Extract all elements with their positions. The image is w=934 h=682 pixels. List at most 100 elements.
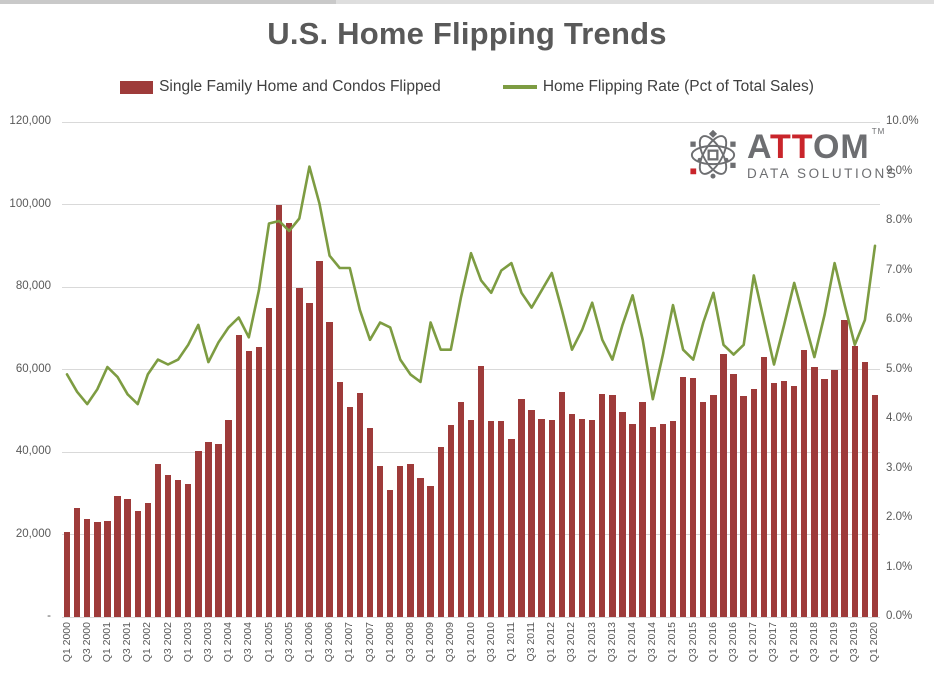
- x-axis-tick: Q3 2019: [848, 622, 861, 663]
- bar-q3-2014: [649, 426, 656, 617]
- bar-q2-2016: [720, 353, 727, 617]
- bar-q4-2012: [578, 418, 586, 617]
- right-axis-tick: 9.0%: [886, 164, 913, 177]
- x-axis-tick: Q1 2019: [828, 622, 841, 663]
- bar-q2-2017: [760, 357, 768, 617]
- bar-q2-2013: [599, 393, 606, 617]
- x-axis-tick: Q1 2016: [706, 622, 719, 663]
- legend-item-rate: Home Flipping Rate (Pct of Total Sales): [502, 78, 814, 96]
- x-axis-tick: Q3 2013: [605, 622, 618, 663]
- bar-q4-2002: [174, 480, 182, 617]
- bar-q3-2018: [811, 367, 818, 617]
- bar-q2-2009: [437, 447, 444, 617]
- right-axis-tick: 7.0%: [886, 263, 913, 276]
- bar-q1-2004: [225, 420, 232, 617]
- x-axis-tick: Q3 2010: [484, 622, 497, 663]
- bar-q1-2002: [144, 503, 152, 617]
- home-flipping-rate-line: [65, 165, 877, 406]
- line-series: [65, 165, 877, 406]
- bar-q4-2007: [376, 466, 384, 617]
- bar-q3-2017: [770, 382, 778, 617]
- bar-q3-2010: [487, 420, 495, 617]
- left-axis-tick: 20,000: [15, 527, 51, 540]
- bar-q1-2018: [790, 385, 798, 617]
- bar-q1-2009: [427, 485, 434, 617]
- line-series-swatch: [502, 85, 537, 89]
- bar-q3-2004: [245, 351, 253, 617]
- gridline: [62, 616, 880, 618]
- bar-q4-2009: [457, 401, 465, 617]
- x-axis-tick: Q3 2003: [201, 622, 214, 663]
- bar-q3-2008: [407, 464, 414, 617]
- bar-q2-2001: [114, 496, 121, 617]
- x-axis-tick: Q3 2016: [727, 622, 740, 663]
- bar-q1-2001: [104, 520, 111, 617]
- plot-area: [62, 121, 880, 618]
- left-axis-tick: 40,000: [15, 445, 51, 457]
- attom-atom-icon: [690, 130, 736, 179]
- right-axis-tick: 2.0%: [886, 511, 913, 523]
- bar-q1-2006: [306, 303, 313, 617]
- bar-q3-2003: [205, 441, 212, 617]
- bar-q1-2015: [669, 421, 677, 617]
- bar-q3-2016: [730, 373, 737, 617]
- trademark-symbol: TM: [871, 127, 886, 136]
- right-axis-tick: 6.0%: [886, 313, 913, 325]
- bar-q4-2001: [134, 510, 141, 617]
- window-edge-strip: [0, 0, 934, 4]
- right-axis-tick: 8.0%: [886, 214, 913, 226]
- bar-q4-2014: [659, 423, 667, 617]
- bar-q1-2007: [346, 407, 353, 617]
- x-axis-tick: Q1 2017: [747, 622, 760, 663]
- x-axis-tick: Q1 2011: [504, 622, 517, 662]
- bar-q1-2019: [831, 370, 838, 617]
- chart-title: U.S. Home Flipping Trends: [267, 16, 667, 51]
- bar-q2-2010: [477, 365, 485, 617]
- bar-q4-2013: [619, 411, 626, 617]
- x-axis-tick: Q3 2011: [525, 622, 538, 662]
- x-axis-tick: Q3 2000: [80, 622, 93, 663]
- bar-q1-2003: [185, 484, 192, 617]
- bar-q3-2009: [447, 424, 454, 617]
- bar-q1-2013: [588, 420, 596, 617]
- bar-q4-2010: [498, 421, 505, 617]
- x-axis-tick: Q1 2009: [424, 622, 437, 663]
- left-value-axis: 120,000 100,000 80,000 60,000 40,000 20,000 -: [0, 115, 56, 622]
- left-axis-tick: 120,000: [9, 115, 51, 127]
- bar-q2-2018: [801, 349, 808, 617]
- bar-q1-2014: [629, 423, 636, 617]
- left-axis-tick: -: [47, 610, 51, 622]
- left-axis-tick: 60,000: [15, 362, 51, 375]
- x-axis-tick: Q1 2007: [343, 622, 356, 663]
- bar-q1-2017: [750, 389, 757, 617]
- x-axis-tick: Q3 2004: [242, 622, 255, 663]
- left-axis-tick: 80,000: [15, 280, 51, 292]
- bar-q2-2015: [679, 376, 687, 617]
- x-axis-tick: Q3 2002: [161, 622, 174, 663]
- x-axis-tick: Q1 2018: [787, 622, 800, 663]
- x-axis-tick: Q1 2015: [666, 622, 679, 663]
- bar-q1-2016: [710, 395, 717, 617]
- gridline: [62, 369, 880, 370]
- x-axis-tick: Q1 2010: [464, 622, 477, 663]
- right-axis-tick: 10.0%: [886, 115, 919, 127]
- x-axis-tick: Q3 2008: [403, 622, 416, 663]
- x-axis-tick: Q3 2018: [807, 622, 820, 663]
- bar-q2-2006: [316, 261, 323, 617]
- x-axis-tick: Q1 2012: [545, 622, 558, 663]
- bar-q1-2012: [548, 420, 555, 617]
- bar-q2-2005: [275, 205, 283, 617]
- bar-q3-2001: [124, 499, 131, 617]
- x-axis-tick: Q3 2007: [363, 622, 376, 663]
- bar-q1-2008: [387, 489, 394, 617]
- x-axis-tick: Q3 2009: [444, 622, 457, 663]
- x-axis-tick: Q1 2008: [383, 622, 396, 663]
- bar-q3-2007: [366, 427, 374, 617]
- bar-q2-2007: [356, 392, 364, 617]
- x-axis-tick: Q1 2001: [100, 622, 113, 663]
- bar-q3-2006: [326, 322, 333, 617]
- bar-q2-2011: [518, 398, 525, 617]
- bar-q3-2000: [84, 518, 91, 617]
- bar-q3-2005: [286, 223, 293, 617]
- bar-q4-2016: [740, 396, 747, 617]
